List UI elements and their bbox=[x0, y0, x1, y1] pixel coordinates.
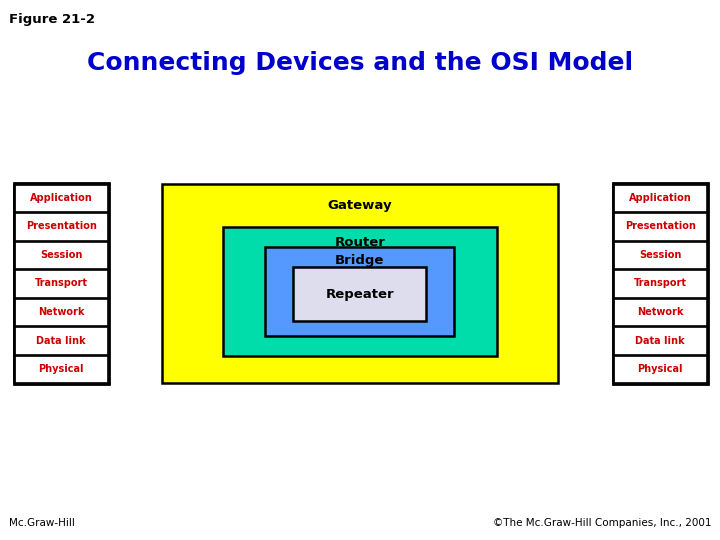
Bar bbox=[613, 183, 708, 384]
Text: ©The Mc.Graw-Hill Companies, Inc., 2001: ©The Mc.Graw-Hill Companies, Inc., 2001 bbox=[493, 518, 711, 528]
Text: Data link: Data link bbox=[37, 335, 86, 346]
Bar bbox=[613, 327, 707, 355]
Text: Connecting Devices and the OSI Model: Connecting Devices and the OSI Model bbox=[87, 51, 633, 75]
Text: Physical: Physical bbox=[637, 364, 683, 374]
Bar bbox=[613, 356, 707, 383]
Bar bbox=[14, 185, 108, 212]
Bar bbox=[613, 242, 707, 269]
Text: Presentation: Presentation bbox=[26, 221, 96, 232]
Text: Application: Application bbox=[629, 193, 692, 203]
Bar bbox=[14, 242, 108, 269]
Text: Data link: Data link bbox=[636, 335, 685, 346]
Bar bbox=[14, 327, 108, 355]
Bar bbox=[293, 267, 426, 321]
Text: Session: Session bbox=[40, 250, 82, 260]
Text: Figure 21-2: Figure 21-2 bbox=[9, 14, 94, 26]
Text: Session: Session bbox=[639, 250, 681, 260]
Text: Repeater: Repeater bbox=[325, 288, 394, 301]
Bar bbox=[613, 185, 707, 212]
Bar bbox=[14, 183, 109, 384]
Bar bbox=[613, 299, 707, 326]
Bar bbox=[14, 299, 108, 326]
Text: Application: Application bbox=[30, 193, 93, 203]
Bar bbox=[14, 271, 108, 298]
Text: Router: Router bbox=[335, 237, 385, 249]
Bar bbox=[162, 184, 558, 383]
Bar bbox=[265, 247, 454, 336]
Text: Network: Network bbox=[637, 307, 683, 317]
Bar bbox=[14, 356, 108, 383]
Text: Transport: Transport bbox=[634, 279, 687, 288]
Bar bbox=[613, 213, 707, 241]
Text: Physical: Physical bbox=[38, 364, 84, 374]
Text: Mc.Graw-Hill: Mc.Graw-Hill bbox=[9, 518, 74, 528]
Text: Gateway: Gateway bbox=[328, 199, 392, 212]
Bar bbox=[613, 271, 707, 298]
Bar bbox=[223, 227, 497, 356]
Text: Presentation: Presentation bbox=[625, 221, 696, 232]
Bar bbox=[14, 213, 108, 241]
Text: Network: Network bbox=[38, 307, 84, 317]
Text: Transport: Transport bbox=[35, 279, 88, 288]
Text: Bridge: Bridge bbox=[335, 254, 384, 267]
